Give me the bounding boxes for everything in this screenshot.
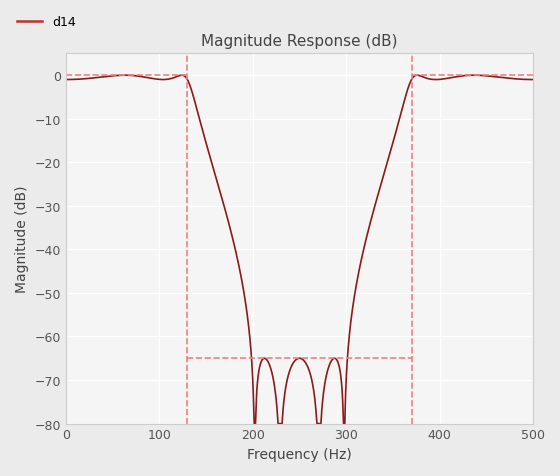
d14	[63, 78, 69, 83]
d14	[257, 361, 264, 367]
Legend: d14: d14	[12, 11, 81, 34]
d14	[400, 103, 407, 109]
Title: Magnitude Response (dB): Magnitude Response (dB)	[201, 34, 398, 49]
d14	[251, 421, 258, 426]
Line: d14: d14	[66, 76, 533, 424]
Y-axis label: Magnitude (dB): Magnitude (dB)	[15, 185, 29, 293]
d14	[179, 73, 185, 79]
d14	[253, 394, 260, 399]
X-axis label: Frequency (Hz): Frequency (Hz)	[247, 447, 352, 461]
d14	[203, 141, 209, 147]
d14	[461, 74, 468, 79]
d14	[311, 393, 318, 398]
d14	[530, 78, 536, 83]
